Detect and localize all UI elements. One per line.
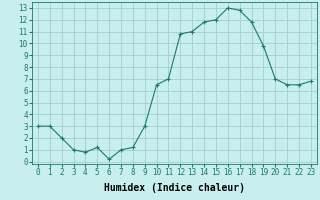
X-axis label: Humidex (Indice chaleur): Humidex (Indice chaleur) (104, 183, 245, 193)
